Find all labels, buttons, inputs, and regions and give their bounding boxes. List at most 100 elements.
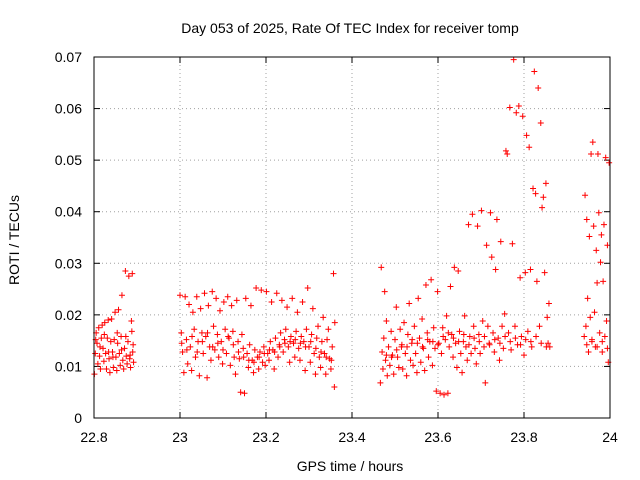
data-point — [231, 354, 238, 361]
data-point — [308, 331, 315, 338]
data-point — [506, 104, 513, 111]
data-point — [262, 362, 269, 369]
data-point — [294, 309, 301, 316]
data-point — [462, 343, 469, 350]
data-point — [377, 379, 384, 386]
data-point — [258, 287, 265, 294]
x-axis-label: GPS time / hours — [297, 458, 404, 474]
data-point — [501, 310, 508, 317]
data-point — [188, 367, 195, 374]
data-point — [417, 359, 424, 366]
data-point — [246, 341, 253, 348]
data-point — [273, 290, 280, 297]
data-point — [479, 318, 486, 325]
data-point — [218, 338, 225, 345]
data-point — [486, 341, 493, 348]
data-point — [493, 216, 500, 223]
data-point — [440, 333, 447, 340]
data-point — [233, 297, 240, 304]
data-point — [538, 340, 545, 347]
data-point — [307, 359, 314, 366]
data-point — [526, 144, 533, 151]
data-point — [178, 340, 185, 347]
data-point — [101, 331, 108, 338]
data-point — [191, 326, 198, 333]
data-point — [179, 348, 186, 355]
data-point — [581, 333, 588, 340]
data-point — [251, 346, 258, 353]
data-point — [118, 292, 125, 299]
data-point — [272, 335, 279, 342]
data-point — [492, 266, 499, 273]
data-point — [329, 343, 336, 350]
data-point — [450, 354, 457, 361]
y-tick-label: 0.02 — [55, 307, 82, 323]
data-point — [113, 367, 120, 374]
data-point — [278, 297, 285, 304]
data-point — [543, 343, 550, 350]
data-point — [111, 336, 118, 343]
data-point — [386, 362, 393, 369]
data-point — [422, 281, 429, 288]
data-point — [95, 324, 102, 331]
data-point — [105, 317, 112, 324]
data-point — [259, 359, 266, 366]
data-point — [112, 309, 119, 316]
plot-frame — [93, 56, 611, 419]
data-point — [588, 150, 595, 157]
x-tick-label: 23 — [172, 429, 188, 445]
data-point — [194, 348, 201, 355]
data-point — [189, 333, 196, 340]
data-point — [182, 293, 189, 300]
data-point — [602, 154, 609, 161]
data-point — [253, 285, 260, 292]
data-point — [211, 346, 218, 353]
data-point — [197, 305, 204, 312]
chart-title: Day 053 of 2025, Rate Of TEC Index for r… — [181, 20, 519, 36]
data-point — [429, 362, 436, 369]
data-point — [129, 270, 136, 277]
data-point — [497, 238, 504, 245]
data-point — [124, 360, 131, 367]
data-point — [92, 350, 99, 357]
data-point — [464, 357, 471, 364]
data-point — [261, 350, 268, 357]
data-point — [127, 352, 134, 359]
data-point — [321, 350, 328, 357]
data-point — [322, 371, 329, 378]
data-point — [481, 343, 488, 350]
data-point — [255, 366, 262, 373]
data-point — [429, 338, 436, 345]
data-point — [381, 288, 388, 295]
data-point — [330, 270, 337, 277]
data-point — [532, 190, 539, 197]
data-point — [416, 335, 423, 342]
data-point — [545, 300, 552, 307]
data-point — [515, 102, 522, 109]
data-point — [451, 264, 458, 271]
data-point — [599, 348, 606, 355]
data-point — [128, 318, 135, 325]
data-point — [250, 359, 257, 366]
data-point — [415, 295, 422, 302]
data-point — [459, 369, 466, 376]
data-point — [187, 343, 194, 350]
data-point — [431, 345, 438, 352]
data-point — [600, 221, 607, 228]
data-point — [271, 348, 278, 355]
y-tick-label: 0.07 — [55, 49, 82, 65]
data-point — [247, 302, 254, 309]
data-point — [424, 336, 431, 343]
data-point — [222, 326, 229, 333]
data-point — [125, 273, 132, 280]
data-point — [496, 340, 503, 347]
data-point — [120, 366, 127, 373]
data-point — [438, 350, 445, 357]
data-point — [517, 274, 524, 281]
data-point — [303, 326, 310, 333]
data-point — [582, 192, 589, 199]
data-point — [444, 390, 451, 397]
data-point — [266, 357, 273, 364]
data-point — [118, 346, 125, 353]
data-point — [491, 348, 498, 355]
